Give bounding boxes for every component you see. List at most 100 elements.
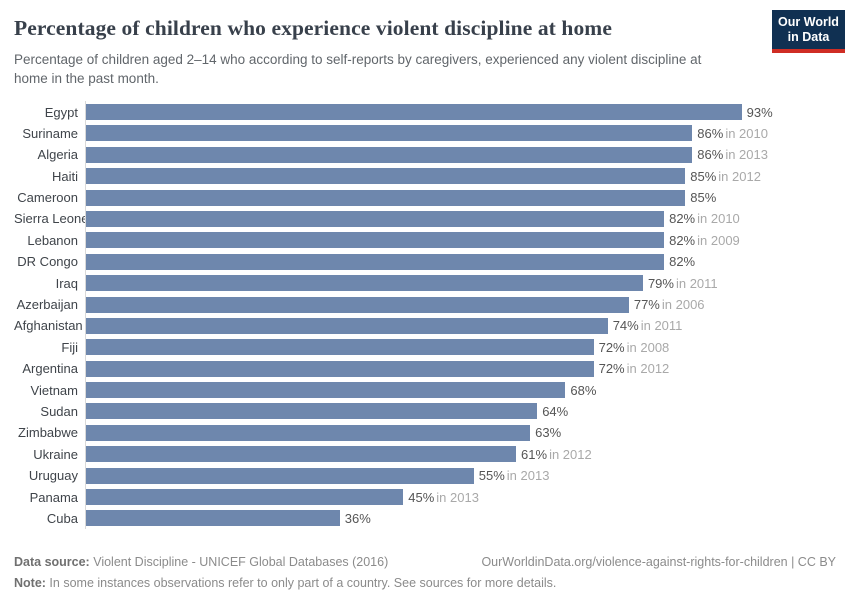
bar[interactable] <box>86 146 693 163</box>
bar[interactable] <box>86 253 665 270</box>
value-label-group: 55% in 2013 <box>479 468 550 483</box>
bar-rows: Egypt 93% Suriname 86% in 2010 Algeria <box>14 101 836 530</box>
plot-area: 72% in 2012 <box>85 358 836 380</box>
value-label: 68% <box>570 382 597 398</box>
bar[interactable] <box>86 104 742 120</box>
note-label: Note: <box>14 576 46 590</box>
value-label-group: 82% in 2010 <box>669 211 740 226</box>
plot-area: 82% <box>85 251 836 273</box>
country-label: Lebanon <box>27 232 78 248</box>
bar-row: Azerbaijan 77% in 2006 <box>14 293 836 316</box>
value-label: 74% <box>612 318 639 334</box>
value-label-group: 93% <box>747 105 775 120</box>
bar-row: Cameroon 85% <box>14 186 836 209</box>
value-label-group: 85% <box>690 190 718 205</box>
bar-row: Suriname 86% in 2010 <box>14 122 836 145</box>
bar[interactable] <box>86 424 531 441</box>
value-label-group: 85% in 2012 <box>690 169 761 184</box>
owid-logo-line2: in Data <box>787 29 830 44</box>
bar-row: Egypt 93% <box>14 101 836 123</box>
bar-chart: Egypt 93% Suriname 86% in 2010 Algeria <box>0 101 850 530</box>
bar[interactable] <box>86 403 538 420</box>
bar-row: Uruguay 55% in 2013 <box>14 464 836 487</box>
plot-area: 85% in 2012 <box>85 165 836 187</box>
year-label: in 2009 <box>697 232 740 248</box>
plot-area: 45% in 2013 <box>85 486 836 508</box>
owid-url-link[interactable]: OurWorldinData.org/violence-against-righ… <box>481 555 836 569</box>
plot-area: 85% <box>85 186 836 209</box>
data-source-text: Data source: Violent Discipline - UNICEF… <box>14 555 388 569</box>
value-label: 72% <box>598 361 625 377</box>
country-label: Vietnam <box>30 382 78 398</box>
plot-area: 72% in 2008 <box>85 336 836 358</box>
bar[interactable] <box>86 339 594 356</box>
year-label: in 2008 <box>626 339 670 355</box>
bar-row: Cuba 36% <box>14 507 836 530</box>
value-label: 64% <box>542 403 569 419</box>
bar[interactable] <box>86 296 629 313</box>
value-label: 36% <box>344 510 371 526</box>
value-label-group: 86% in 2013 <box>697 147 768 162</box>
value-label: 86% <box>697 147 724 163</box>
value-label: 45% <box>408 489 435 505</box>
country-label: Haiti <box>51 168 78 184</box>
plot-area: 68% <box>85 379 836 401</box>
footer-line-1: Data source: Violent Discipline - UNICEF… <box>14 555 836 569</box>
country-label: Cuba <box>46 510 78 526</box>
country-label: DR Congo <box>17 254 78 270</box>
bar[interactable] <box>86 189 686 206</box>
year-label: in 2013 <box>506 468 550 484</box>
value-label: 82% <box>669 211 696 227</box>
bar[interactable] <box>86 467 474 484</box>
value-label-group: 82% <box>669 254 697 269</box>
plot-area: 82% in 2009 <box>85 229 836 252</box>
value-label-group: 79% in 2011 <box>648 276 718 291</box>
bar[interactable] <box>86 275 643 292</box>
data-source-label: Data source: <box>14 555 90 569</box>
plot-area: 86% in 2010 <box>85 122 836 145</box>
year-label: in 2011 <box>675 275 718 291</box>
year-label: in 2012 <box>549 446 592 462</box>
bar-row: DR Congo 82% <box>14 251 836 273</box>
value-label: 86% <box>697 125 724 141</box>
value-label: 61% <box>521 446 548 462</box>
bar[interactable] <box>86 317 608 334</box>
value-label-group: 36% <box>345 511 373 526</box>
bar[interactable] <box>86 489 404 506</box>
year-label: in 2010 <box>697 211 740 227</box>
value-label-group: 45% in 2013 <box>408 490 479 505</box>
value-label: 63% <box>535 425 562 441</box>
bar[interactable] <box>86 210 665 227</box>
bar[interactable] <box>86 382 566 399</box>
country-label: Uruguay <box>28 468 78 484</box>
value-label-group: 77% in 2006 <box>634 297 705 312</box>
year-label: in 2013 <box>436 489 479 505</box>
bar[interactable] <box>86 232 665 249</box>
plot-area: 55% in 2013 <box>85 464 836 487</box>
footer-line-2: Note: In some instances observations ref… <box>14 576 836 590</box>
country-label: Argentina <box>22 361 78 377</box>
plot-area: 64% <box>85 400 836 423</box>
chart-footer: Data source: Violent Discipline - UNICEF… <box>0 555 850 590</box>
value-label: 77% <box>633 297 660 313</box>
value-label-group: 61% in 2012 <box>521 447 592 462</box>
chart-header: Percentage of children who experience vi… <box>0 0 850 88</box>
bar[interactable] <box>86 510 340 527</box>
country-label: Zimbabwe <box>18 425 78 441</box>
country-label: Sudan <box>40 403 78 419</box>
value-label-group: 82% in 2009 <box>669 233 740 248</box>
plot-area: 63% <box>85 422 836 444</box>
bar-row: Argentina 72% in 2012 <box>14 358 836 380</box>
plot-area: 77% in 2006 <box>85 293 836 316</box>
bar-row: Vietnam 68% <box>14 379 836 401</box>
value-label-group: 68% <box>570 383 598 398</box>
data-source-value: Violent Discipline - UNICEF Global Datab… <box>89 555 389 569</box>
value-label-group: 72% in 2012 <box>599 361 670 376</box>
bar[interactable] <box>86 446 517 463</box>
bar[interactable] <box>86 168 686 185</box>
year-label: in 2011 <box>640 318 683 334</box>
bar[interactable] <box>86 125 693 142</box>
value-label-group: 74% in 2011 <box>613 318 683 333</box>
bar[interactable] <box>86 360 594 377</box>
